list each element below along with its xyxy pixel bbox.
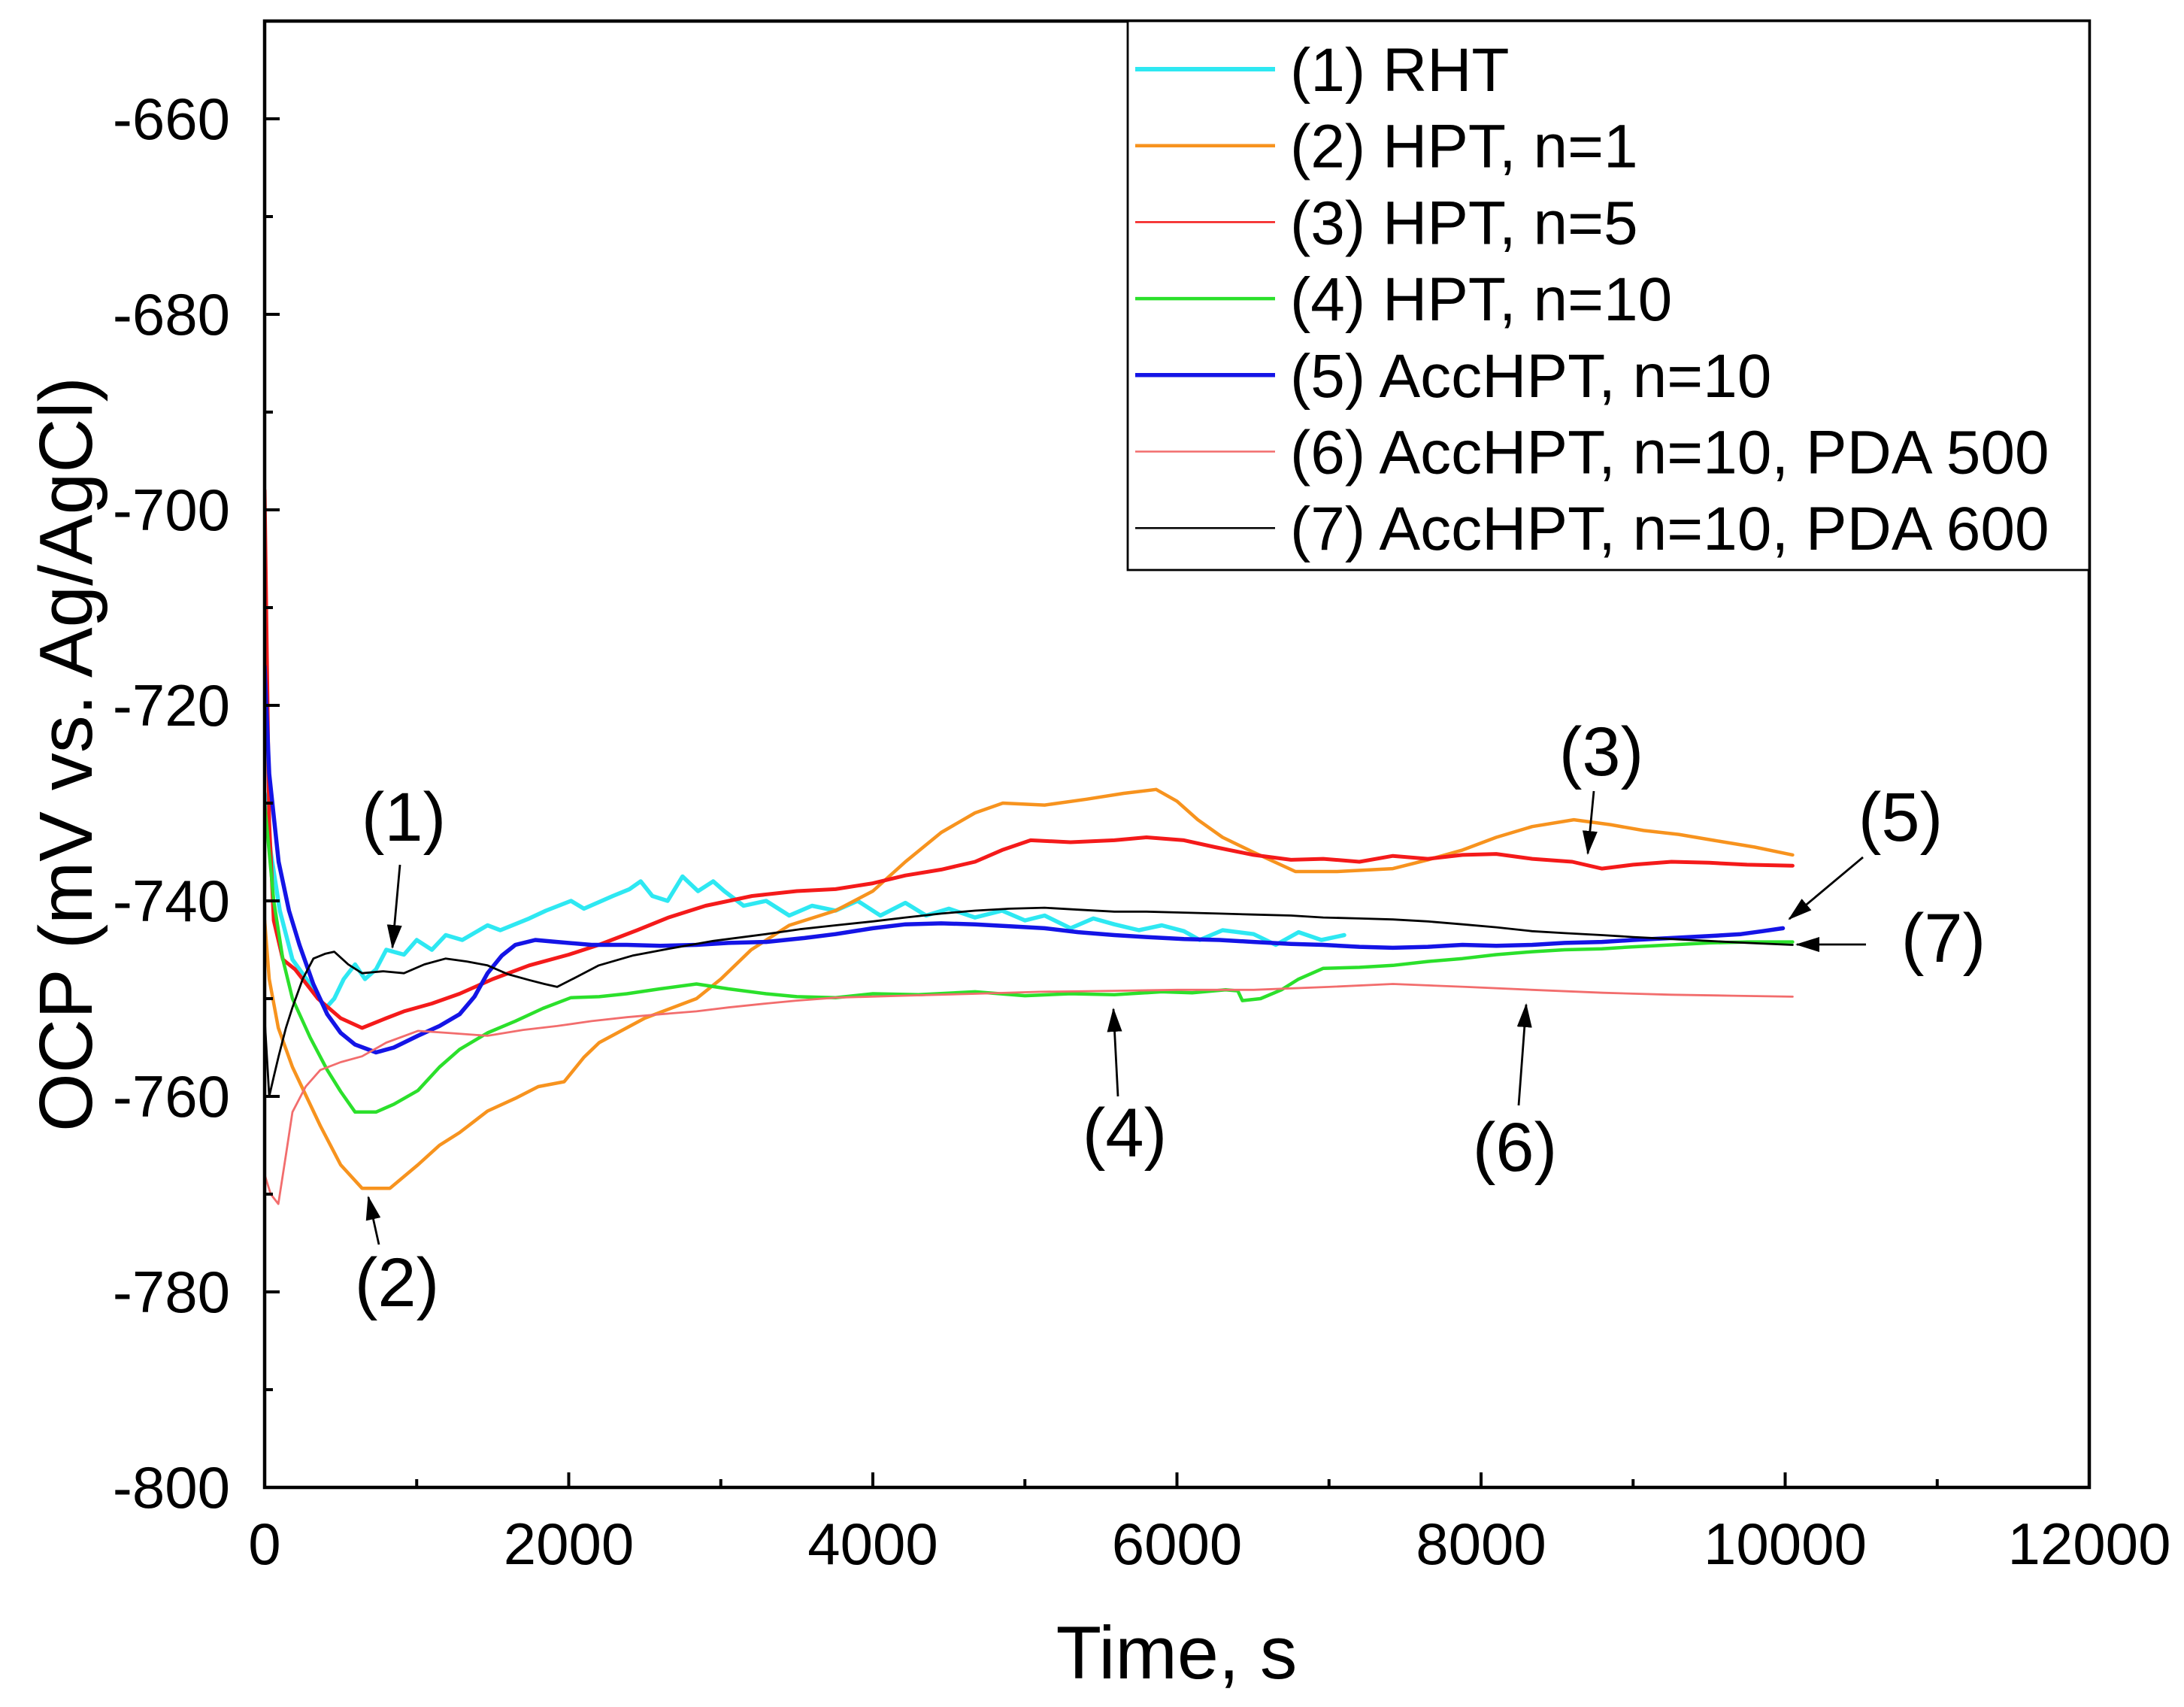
annotation-arrow-4 [1107,1008,1122,1097]
legend-label: (3) HPT, n=5 [1290,189,1638,257]
series-line-2 [265,787,1795,1190]
series-line-6 [265,983,1794,1205]
axes: 0 2000 4000 6000 8000 10000 12000 -800 -780 -760 -… [113,86,2171,1577]
x-tick-label: 8000 [1416,1511,1546,1577]
legend-item: (3) HPT, n=5 [1135,189,1638,257]
legend-item: (4) HPT, n=10 [1135,265,1672,334]
annotation-arrow-5 [1788,856,1864,920]
annotation-arrow-2 [365,1196,381,1245]
series-line-5 [265,664,1786,1055]
x-tick-label: 0 [248,1511,280,1577]
legend: (1) RHT (2) HPT, n=1 (3) HPT, n=5 (4) HPT, … [1126,20,2091,572]
y-axis-label: OCP (mV vs. Ag/AgCl) [24,377,108,1132]
y-tick-label: -800 [113,1454,230,1521]
y-tick-label: -780 [113,1259,230,1325]
annotation-arrow-1 [386,864,402,949]
legend-item: (2) HPT, n=1 [1135,113,1638,181]
annotation-arrow-3 [1582,790,1598,855]
legend-box [1126,20,2091,572]
legend-label: (2) HPT, n=1 [1290,113,1638,181]
annotation-label-6: (6) [1473,1109,1557,1186]
series-line-3 [265,488,1795,1030]
legend-label: (4) HPT, n=10 [1290,265,1672,334]
y-tick-label: -760 [113,1063,230,1129]
annotation-arrow-6 [1516,1003,1532,1106]
series-layer [265,488,1795,1205]
annotation-label-1: (1) [362,779,446,856]
x-tick-label: 6000 [1112,1511,1243,1577]
legend-label: (5) AccHPT, n=10 [1290,342,1771,411]
annotation-label-5: (5) [1858,779,1943,856]
y-tick-label: -660 [113,86,230,152]
legend-item: (6) AccHPT, n=10, PDA 500 [1135,419,2049,487]
legend-item: (7) AccHPT, n=10, PDA 600 [1135,495,2049,563]
series-line-7 [265,906,1794,1098]
legend-item: (1) RHT [1135,36,1510,105]
y-tick-label: -740 [113,868,230,934]
legend-label: (1) RHT [1290,36,1510,105]
annotations: (1) (2) (3) (4) (5) (6) (7) [355,714,1986,1321]
x-tick-label: 4000 [807,1511,938,1577]
legend-label: (7) AccHPT, n=10, PDA 600 [1290,495,2049,563]
annotation-label-7: (7) [1901,900,1986,977]
x-tick-label: 2000 [504,1511,635,1577]
legend-item: (5) AccHPT, n=10 [1135,342,1771,411]
annotation-label-3: (3) [1559,714,1643,790]
x-tick-label: 10000 [1704,1511,1867,1577]
y-tick-label: -680 [113,281,230,347]
annotation-label-4: (4) [1083,1095,1167,1172]
legend-label: (6) AccHPT, n=10, PDA 500 [1290,419,2049,487]
y-tick-label: -720 [113,672,230,738]
y-tick-label: -700 [113,477,230,543]
annotation-label-2: (2) [355,1245,439,1321]
x-tick-label: 12000 [2008,1511,2171,1577]
x-axis-label: Time, s [1056,1611,1298,1694]
